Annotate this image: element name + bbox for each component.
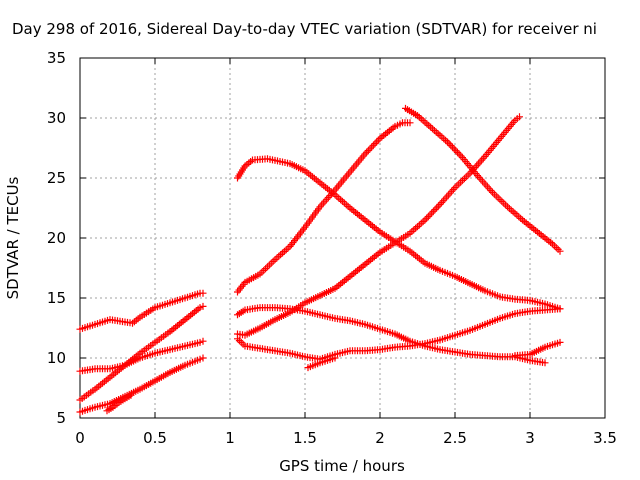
- data-point-series-13: [457, 152, 465, 160]
- data-point-series-7: [374, 136, 382, 144]
- data-point-series-8: [426, 211, 434, 219]
- data-point-series-3: [196, 304, 204, 312]
- x-tick-label: 3.5: [593, 429, 617, 447]
- y-tick-label: 30: [47, 109, 66, 127]
- data-point-series-7: [369, 141, 377, 149]
- data-point-series-8: [433, 204, 441, 212]
- x-tick-label: 2: [375, 429, 385, 447]
- x-tick-label: 2.5: [443, 429, 467, 447]
- grid: [80, 58, 605, 418]
- data-point-series-10: [556, 305, 564, 313]
- data-point-series-9: [541, 359, 549, 367]
- y-tick-label: 35: [47, 49, 66, 67]
- chart-title: Day 298 of 2016, Sidereal Day-to-day VTE…: [12, 20, 597, 38]
- axis-ticks: 0 0.5 1 1.5 2 2.5 3 3.5 5 10 15 20 25 30 35: [47, 49, 617, 447]
- data-point-series-7: [363, 148, 371, 156]
- data-point-series-7: [366, 145, 374, 153]
- data-point-series-7: [364, 147, 372, 155]
- data-point-series-8: [424, 213, 432, 221]
- data-point-series-4: [196, 355, 204, 363]
- data-point-series-8: [429, 207, 437, 215]
- data-point-series-8: [428, 209, 436, 217]
- data-point-series-8: [516, 113, 523, 121]
- data-point-series-4: [199, 354, 207, 362]
- y-tick-label: 25: [47, 169, 66, 187]
- data-point-series-12: [556, 338, 564, 346]
- data-point-series-7: [406, 119, 414, 127]
- data-point-series-8: [423, 214, 431, 222]
- data-points: [76, 104, 564, 416]
- data-point-series-1: [199, 289, 207, 297]
- data-point-series-13: [450, 145, 458, 153]
- data-point-series-7: [371, 140, 379, 148]
- data-point-series-13: [447, 141, 455, 149]
- x-tick-label: 0: [75, 429, 85, 447]
- y-tick-label: 5: [56, 409, 66, 427]
- data-point-series-7: [368, 143, 376, 151]
- data-point-series-3: [199, 302, 207, 310]
- data-point-series-13: [556, 247, 564, 255]
- data-point-series-2: [199, 337, 207, 345]
- data-point-series-7: [373, 138, 381, 146]
- data-point-series-13: [445, 140, 453, 148]
- x-axis-label: GPS time / hours: [279, 457, 405, 475]
- y-tick-label: 20: [47, 229, 66, 247]
- x-tick-label: 0.5: [143, 429, 167, 447]
- x-tick-label: 3: [525, 429, 535, 447]
- data-point-series-11: [331, 354, 339, 362]
- y-axis-label: SDTVAR / TECUs: [4, 176, 22, 299]
- data-point-series-13: [455, 150, 463, 158]
- x-tick-label: 1: [225, 429, 235, 447]
- data-point-series-5: [127, 391, 135, 399]
- x-tick-label: 1.5: [293, 429, 317, 447]
- y-tick-label: 15: [47, 289, 66, 307]
- data-point-series-8: [434, 202, 442, 210]
- y-tick-label: 10: [47, 349, 66, 367]
- data-point-series-2: [196, 338, 204, 346]
- data-point-series-8: [431, 206, 439, 214]
- data-point-series-13: [452, 147, 460, 155]
